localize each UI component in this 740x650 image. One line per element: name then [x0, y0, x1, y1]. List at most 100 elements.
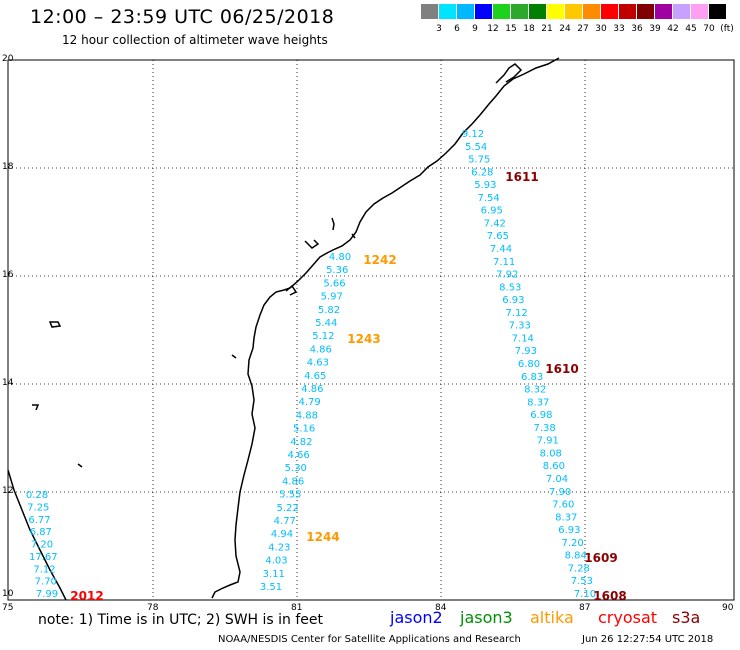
wave-height-value: 4.23 — [268, 542, 290, 553]
wave-height-value: 5.22 — [276, 503, 298, 514]
wave-height-value: 7.99 — [36, 589, 58, 600]
wave-height-value: 5.93 — [474, 180, 496, 191]
island-3 — [48, 321, 62, 328]
wave-height-value: 4.66 — [287, 450, 309, 461]
latitude-label: 12 — [2, 486, 14, 496]
wave-height-value: 7.20 — [561, 538, 583, 549]
longitude-label: 81 — [291, 603, 303, 613]
wave-height-value: 5.55 — [279, 490, 301, 501]
island-4 — [32, 404, 40, 411]
wave-height-value: 7.12 — [505, 308, 527, 319]
wave-height-value: 4.94 — [271, 529, 293, 540]
color-scale-tick: 36 — [631, 24, 643, 34]
longitude-label: 78 — [147, 603, 159, 613]
color-swatch — [601, 4, 619, 19]
island-5 — [231, 354, 237, 359]
latitude-label: 20 — [2, 54, 14, 64]
wave-height-value: 6.93 — [558, 525, 580, 536]
wave-height-value: 5.54 — [465, 142, 487, 153]
latitude-label: 18 — [2, 162, 14, 172]
wave-height-value: 6.95 — [481, 206, 503, 217]
wave-height-value: 5.30 — [285, 463, 307, 474]
wave-height-value: 7.04 — [546, 474, 568, 485]
satellite-track: 4.80 5.36 5.66 5.97 5.82 5.44 5.12 4.86 4.63 4.65… — [260, 252, 351, 593]
wave-height-value: 7.20 — [31, 540, 53, 551]
color-scale-tick: 33 — [613, 24, 625, 34]
color-swatch — [493, 4, 511, 19]
india-east-coast — [211, 57, 560, 599]
wave-height-value: 7.11 — [493, 257, 515, 268]
color-swatch — [583, 4, 601, 19]
longitude-label: 84 — [435, 603, 447, 613]
color-scale-tick: 42 — [667, 24, 679, 34]
wave-height-value: 7.60 — [552, 500, 574, 511]
wave-height-value: 6.83 — [521, 372, 543, 383]
legend-cryosat: cryosat — [598, 608, 658, 627]
pass-number-label: 1610 — [545, 362, 578, 376]
wave-height-value: 8.84 — [565, 551, 587, 562]
color-scale-swatches — [421, 4, 727, 19]
color-swatch — [709, 4, 727, 19]
wave-height-value: 5.44 — [315, 318, 337, 329]
color-scale-tick: 9 — [472, 24, 478, 34]
color-swatch — [547, 4, 565, 19]
credit-line: NOAA/NESDIS Center for Satellite Applica… — [218, 634, 521, 645]
longitude-label: 75 — [2, 603, 14, 613]
wave-height-value: 5.82 — [318, 305, 340, 316]
color-scale-tick: 6 — [454, 24, 460, 34]
wave-height-value: 7.44 — [490, 244, 512, 255]
wave-height-value: 7.90 — [549, 487, 571, 498]
latitude-label: 16 — [2, 270, 14, 280]
wave-height-value: 4.03 — [265, 556, 287, 567]
legend-altika: altika — [530, 608, 574, 627]
color-swatch — [439, 4, 457, 19]
wave-height-value: 7.25 — [27, 502, 49, 513]
wave-height-value: 7.65 — [487, 231, 509, 242]
wave-height-value: 7.53 — [571, 576, 593, 587]
wave-height-value: 7.54 — [477, 193, 499, 204]
pass-number-label: 1611 — [505, 170, 538, 184]
color-scale-tick: 24 — [559, 24, 571, 34]
wave-height-value: 8.32 — [524, 385, 546, 396]
color-scale-tick: 30 — [595, 24, 607, 34]
map-frame — [7, 59, 735, 601]
wave-height-value: 7.10 — [574, 589, 596, 600]
color-swatch — [637, 4, 655, 19]
pass-number-label: 1244 — [306, 530, 339, 544]
generated-timestamp: Jun 26 12:27:54 UTC 2018 — [582, 634, 714, 645]
satellite-tracks: 4.80 5.36 5.66 5.97 5.82 5.44 5.12 4.86 4.63 4.65… — [26, 129, 596, 600]
wave-height-value: 7.28 — [568, 563, 590, 574]
pass-number-label: 2012 — [70, 589, 103, 603]
color-swatch — [691, 4, 709, 19]
color-scale-tick: 39 — [649, 24, 661, 34]
island-1 — [331, 217, 335, 231]
wave-height-value: 7.92 — [496, 270, 518, 281]
wave-height-value: 7.91 — [537, 436, 559, 447]
coastline — [7, 57, 560, 601]
wave-height-value: 9.12 — [462, 129, 484, 140]
pass-number-label: 1242 — [363, 253, 396, 267]
longitude-label: 90 — [722, 603, 734, 613]
color-swatch — [673, 4, 691, 19]
color-swatch — [529, 4, 547, 19]
wave-height-value: 7.93 — [515, 346, 537, 357]
wave-height-value: 4.86 — [310, 344, 332, 355]
color-swatch — [421, 4, 439, 19]
latitude-label: 14 — [2, 378, 14, 388]
wave-height-value: 8.60 — [543, 461, 565, 472]
color-scale-tick: 27 — [577, 24, 589, 34]
wave-height-value: 4.86 — [282, 476, 304, 487]
map-subtitle: 12 hour collection of altimeter wave hei… — [62, 33, 328, 47]
color-swatch — [565, 4, 583, 19]
sri-lanka-coast — [7, 469, 67, 601]
wave-height-value: 4.63 — [307, 358, 329, 369]
wave-height-value: 8.08 — [540, 448, 562, 459]
wave-height-value: 4.86 — [301, 384, 323, 395]
pass-number-label: 1608 — [593, 589, 626, 603]
wave-height-value: 5.16 — [293, 424, 315, 435]
wave-height-value: 5.12 — [312, 331, 334, 342]
wave-height-value: 4.82 — [290, 437, 312, 448]
latitude-label: 10 — [2, 589, 14, 599]
